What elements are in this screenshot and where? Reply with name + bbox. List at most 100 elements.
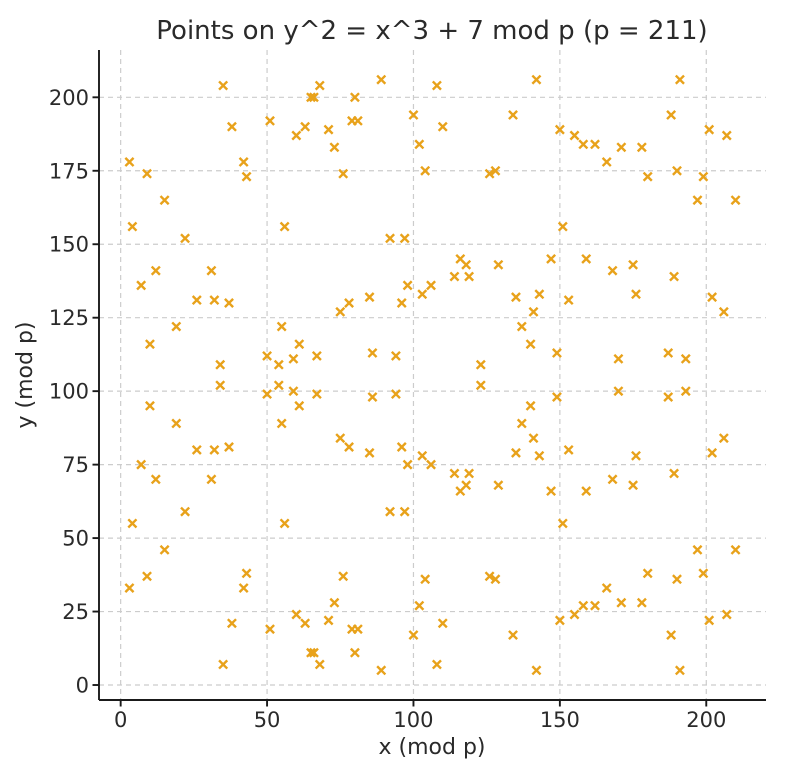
data-point-marker: [642, 568, 653, 579]
data-point-marker: [349, 647, 360, 658]
data-point-marker: [510, 292, 521, 303]
data-point-marker: [291, 609, 302, 620]
y-tick-label: 175: [49, 159, 89, 183]
data-point-marker: [666, 109, 677, 120]
data-point-marker: [399, 506, 410, 517]
data-point-marker: [578, 139, 589, 150]
data-point-marker: [402, 280, 413, 291]
chart-title: Points on y^2 = x^3 + 7 mod p (p = 211): [156, 16, 707, 46]
data-point-marker: [601, 157, 612, 167]
data-point-marker: [666, 630, 677, 641]
data-point-marker: [367, 392, 378, 402]
data-point-marker: [396, 298, 407, 308]
data-point-marker: [414, 139, 425, 150]
data-point-marker: [718, 306, 729, 317]
data-point-marker: [631, 289, 641, 300]
axis-spines: [98, 50, 766, 701]
data-point-marker: [546, 253, 557, 264]
data-point-marker: [464, 271, 475, 282]
data-point-marker: [224, 298, 234, 308]
x-tick-label: 50: [254, 708, 281, 732]
data-point-marker: [300, 121, 311, 132]
data-point-marker: [279, 518, 290, 529]
data-point-marker: [262, 350, 273, 361]
data-point-marker: [490, 165, 501, 176]
data-point-marker: [601, 583, 612, 593]
data-point-marker: [613, 353, 624, 364]
data-point-marker: [613, 386, 624, 397]
data-point-marker: [191, 295, 202, 306]
data-point-marker: [510, 447, 521, 458]
data-point-marker: [663, 348, 674, 358]
data-point-marker: [672, 165, 682, 176]
data-point-marker: [636, 142, 647, 153]
data-point-marker: [276, 321, 287, 332]
data-point-marker: [364, 447, 375, 458]
data-point-marker: [449, 271, 460, 282]
data-point-marker: [171, 321, 182, 332]
data-point-marker: [291, 130, 302, 141]
x-axis-label: x (mod p): [379, 735, 486, 760]
data-point-marker: [704, 124, 715, 135]
data-point-marker: [607, 474, 618, 485]
data-point-marker: [329, 142, 340, 153]
data-point-marker: [124, 157, 135, 167]
data-point-marker: [127, 518, 138, 529]
data-point-marker: [464, 468, 475, 479]
data-point-marker: [718, 433, 729, 444]
data-point-marker: [674, 665, 685, 676]
data-point-marker: [226, 121, 237, 132]
data-point-marker: [180, 233, 191, 244]
y-tick-label: 150: [49, 233, 89, 257]
data-point-marker: [516, 418, 527, 429]
data-point-marker: [385, 233, 395, 244]
data-point-marker: [241, 171, 252, 182]
data-point-marker: [191, 444, 202, 455]
grid-layer: [99, 50, 766, 700]
data-point-marker: [490, 574, 501, 585]
data-point-marker: [628, 480, 639, 491]
data-point-marker: [669, 468, 680, 479]
data-point-marker: [226, 618, 237, 629]
data-point-marker: [127, 221, 138, 232]
data-point-marker: [288, 386, 299, 397]
data-point-marker: [344, 442, 355, 452]
data-point-marker: [420, 574, 431, 585]
data-point-marker: [329, 597, 340, 608]
data-point-marker: [396, 442, 407, 452]
y-tick-label: 25: [62, 600, 89, 624]
data-point-marker: [578, 600, 589, 611]
data-point-marker: [680, 353, 691, 364]
data-point-marker: [534, 289, 545, 300]
data-point-marker: [308, 647, 319, 658]
data-point-marker: [294, 400, 305, 411]
data-point-marker: [557, 518, 568, 529]
data-point-marker: [136, 280, 147, 291]
data-point-marker: [569, 609, 580, 620]
x-tick-label: 150: [540, 708, 580, 732]
x-tick-label: 100: [393, 708, 433, 732]
y-tick-label: 50: [62, 527, 89, 551]
data-point-marker: [376, 74, 387, 85]
data-point-marker: [674, 74, 685, 85]
data-point-marker: [390, 350, 401, 361]
data-point-marker: [376, 665, 387, 676]
data-point-marker: [642, 171, 653, 182]
data-point-marker: [215, 380, 226, 391]
data-point-marker: [352, 624, 363, 635]
data-point-marker: [669, 271, 680, 282]
data-point-marker: [311, 389, 322, 400]
data-point-marker: [385, 506, 395, 517]
data-point-marker: [144, 400, 155, 411]
data-point-marker: [288, 353, 299, 364]
data-point-marker: [417, 450, 428, 461]
data-point-marker: [144, 339, 155, 350]
data-point-marker: [238, 583, 249, 593]
data-point-marker: [238, 157, 249, 167]
data-point-marker: [493, 480, 504, 491]
data-point-marker: [484, 571, 495, 582]
y-tick-label: 0: [76, 674, 89, 698]
data-point-marker: [417, 289, 428, 300]
data-point-marker: [704, 615, 715, 626]
